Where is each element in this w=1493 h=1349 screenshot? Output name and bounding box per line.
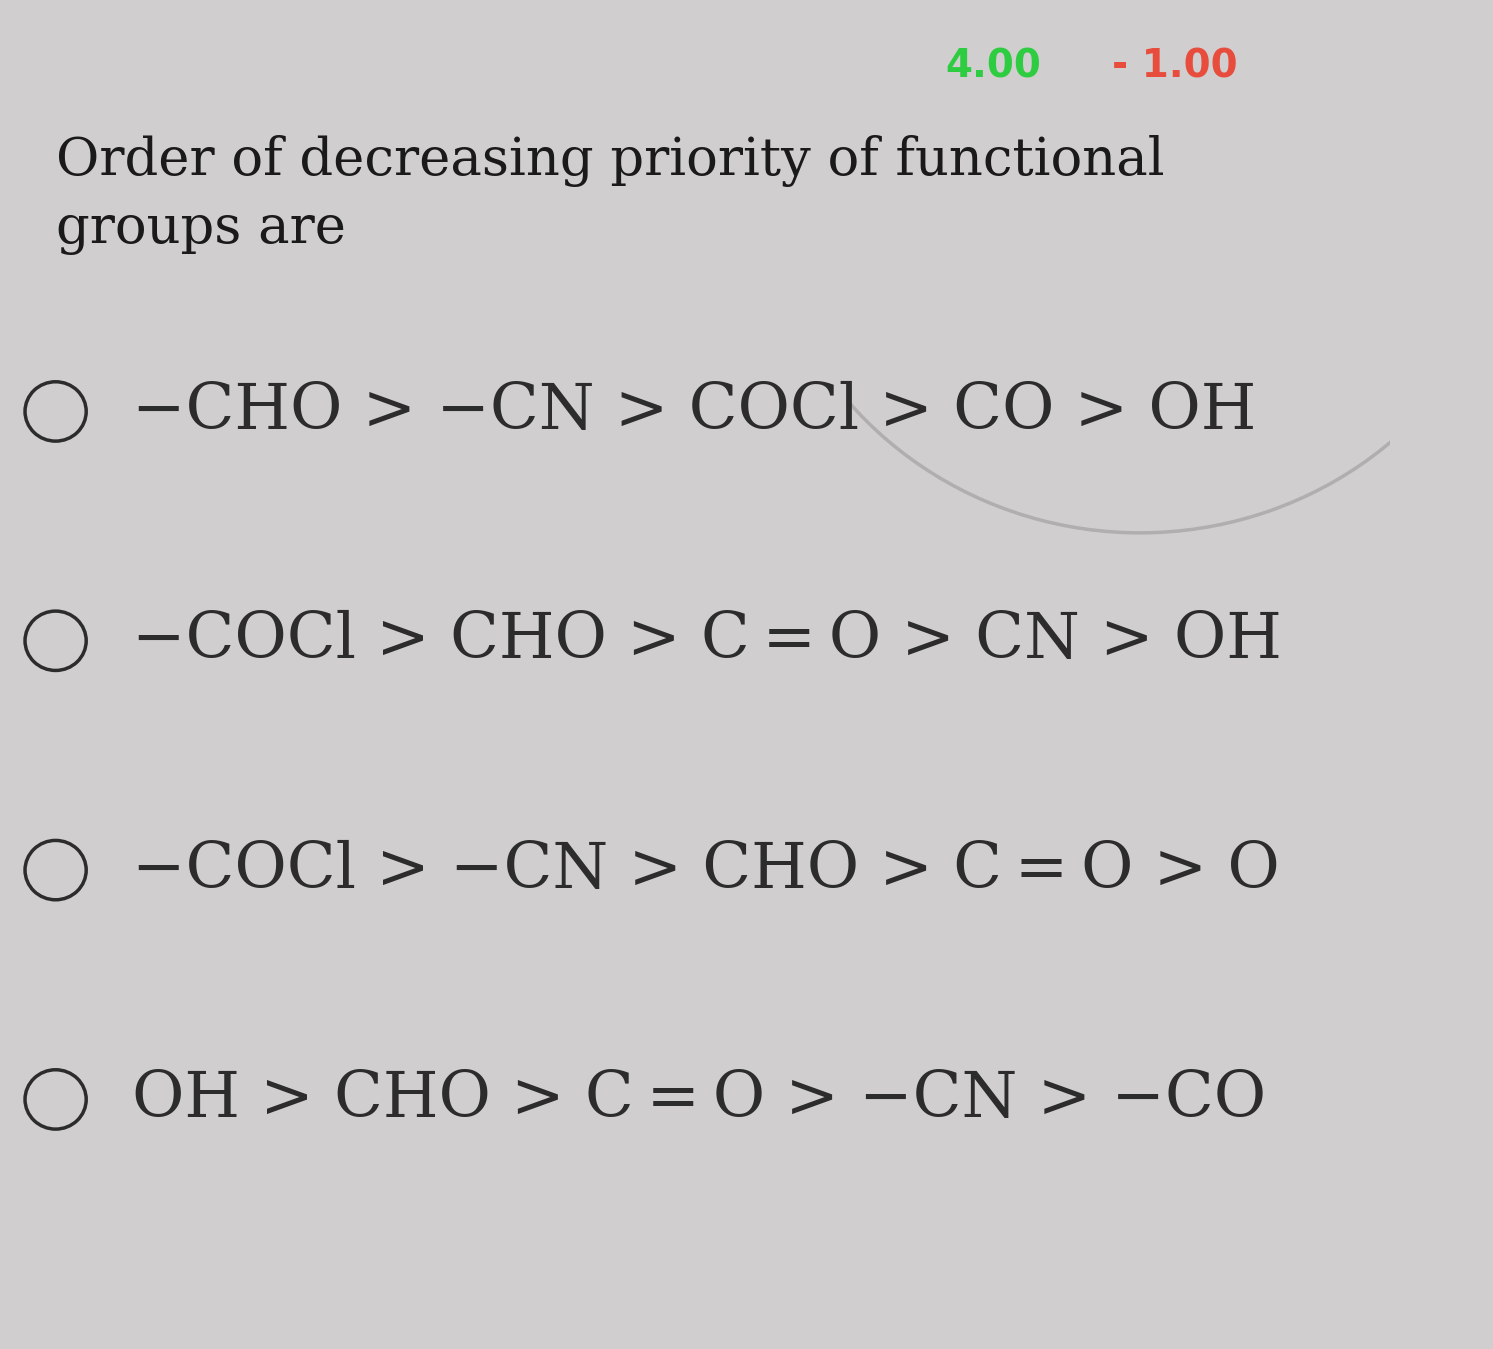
Text: −COCl > −CN > CHO > C = O > O: −COCl > −CN > CHO > C = O > O — [131, 839, 1280, 901]
Text: −COCl > CHO > C = O > CN > OH: −COCl > CHO > C = O > CN > OH — [131, 610, 1282, 672]
Text: OH > CHO > C = O > −CN > −CO: OH > CHO > C = O > −CN > −CO — [131, 1068, 1266, 1130]
Text: 4.00: 4.00 — [945, 47, 1041, 85]
Text: - 1.00: - 1.00 — [1112, 47, 1238, 85]
Text: Order of decreasing priority of functional
groups are: Order of decreasing priority of function… — [55, 135, 1165, 255]
Text: −CHO > −CN > COCl > CO > OH: −CHO > −CN > COCl > CO > OH — [131, 380, 1257, 442]
